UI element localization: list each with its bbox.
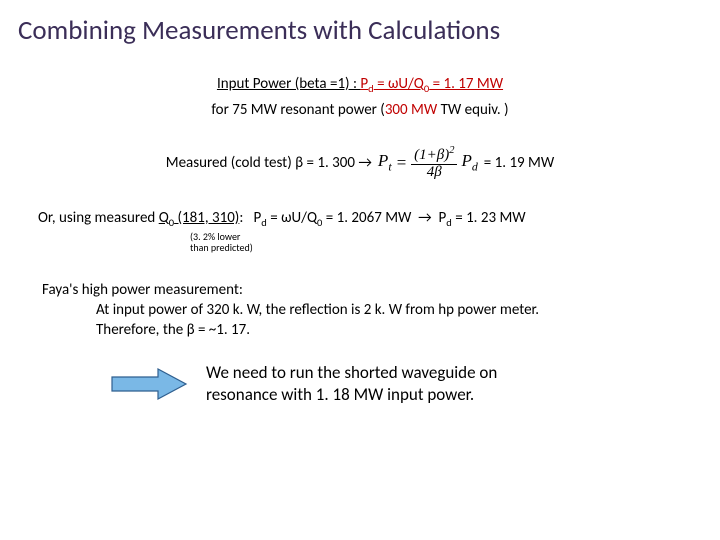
resonant-prefix: for 75 MW resonant power ( [211,101,384,119]
faya-l1: Faya's high power measurement: [42,280,720,300]
conclusion-l2: resonance with 1. 18 MW input power. [206,384,497,406]
or-mid: : Pd = ωU/Q0 = 1. 2067 MW → Pd = 1. 23 M… [239,209,525,227]
measured-left: Measured (cold test) β = 1. 300 → [166,154,372,172]
measured-formula: Pt = (1+β)2 4β Pd [378,145,478,181]
resonant-line: for 75 MW resonant power (300 MW TW equi… [0,101,720,119]
faya-l3: Therefore, the β = ~1. 17. [96,320,720,340]
small-note-l1: (3. 2% lower [190,231,720,243]
input-power-formula: Pd = ωU/Q0 = 1. 17 MW [360,75,503,93]
small-note-l2: than predicted) [190,242,720,254]
or-line: Or, using measured Q0 (181, 310): Pd = ω… [38,209,720,229]
measured-right: = 1. 19 MW [484,154,554,172]
small-note: (3. 2% lower than predicted) [190,231,720,254]
or-prefix: Or, using measured [38,209,159,227]
resonant-suffix: TW equiv. ) [437,101,508,119]
resonant-highlight: 300 MW [385,101,437,119]
conclusion-l1: We need to run the shorted waveguide on [206,362,497,384]
conclusion-text: We need to run the shorted waveguide on … [206,362,497,406]
or-q0: Q0 (181, 310) [159,209,240,227]
slide-title: Combining Measurements with Calculations [0,0,720,57]
measured-row: Measured (cold test) β = 1. 300 → Pt = (… [0,145,720,181]
faya-block: Faya's high power measurement: At input … [42,280,720,341]
arrow-icon [110,367,188,401]
input-power-prefix: Input Power (beta =1) : [217,75,360,93]
input-power-line: Input Power (beta =1) : Pd = ωU/Q0 = 1. … [0,75,720,95]
arrow-shape [112,369,186,399]
conclusion-row: We need to run the shorted waveguide on … [110,362,720,406]
faya-l2: At input power of 320 k. W, the reflecti… [96,300,720,320]
